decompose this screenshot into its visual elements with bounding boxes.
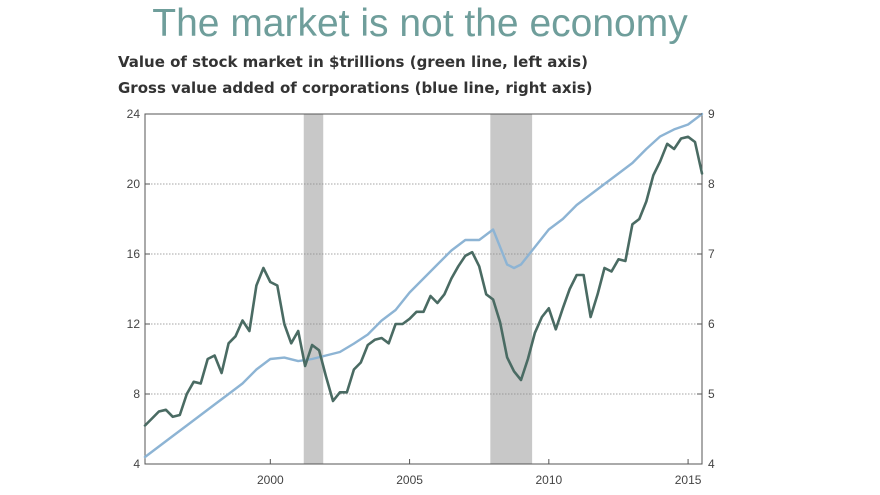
- axis-ticks: 4 8 12 16 20 24 4 5 6 7 8 9 2000 2005 2010 2015: [127, 107, 715, 487]
- right-tick-label-6: 6: [708, 317, 715, 331]
- x-tick-label-2000: 2000: [257, 473, 284, 487]
- right-tick-label-4: 4: [708, 457, 715, 471]
- recession-band-2: [490, 114, 533, 464]
- recession-band-1: [303, 114, 324, 464]
- left-tick-label-4: 4: [133, 457, 140, 471]
- left-tick-label-8: 8: [133, 387, 140, 401]
- stock-market-line: [143, 135, 704, 427]
- left-tick-label-20: 20: [127, 177, 141, 191]
- left-tick-label-24: 24: [127, 107, 141, 121]
- grid-lines: [145, 183, 702, 395]
- right-tick-label-9: 9: [708, 107, 715, 121]
- chart-subtitle-left-axis: Value of stock market in $trillions (gre…: [118, 53, 588, 71]
- chart-subtitle-right-axis: Gross value added of corporations (blue …: [118, 79, 593, 97]
- recession-bands: [303, 114, 533, 464]
- left-tick-label-12: 12: [127, 317, 141, 331]
- x-tick-label-2015: 2015: [675, 473, 702, 487]
- x-tick-label-2005: 2005: [396, 473, 423, 487]
- x-tick-label-2010: 2010: [535, 473, 562, 487]
- right-tick-label-5: 5: [708, 387, 715, 401]
- chart-title: The market is not the economy: [152, 2, 688, 45]
- gross-value-added-line: [143, 112, 704, 459]
- series-lines: [143, 112, 704, 459]
- plot-frame: [144, 113, 703, 465]
- right-tick-label-8: 8: [708, 177, 715, 191]
- right-tick-label-7: 7: [708, 247, 715, 261]
- left-tick-label-16: 16: [127, 247, 141, 261]
